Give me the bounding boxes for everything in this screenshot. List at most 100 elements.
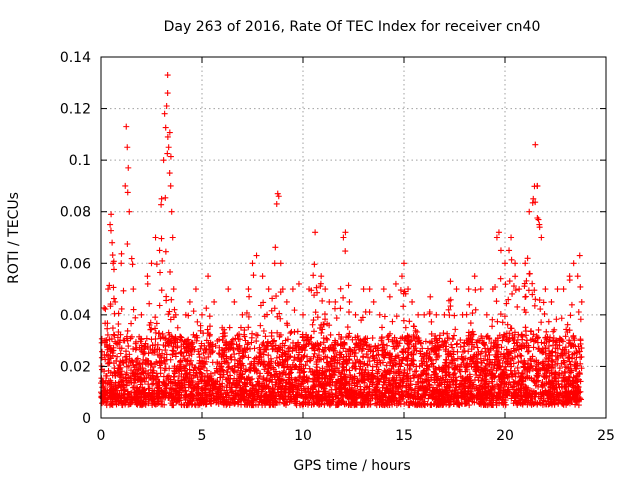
data-point (535, 326, 542, 333)
data-point (560, 286, 567, 293)
data-point (411, 401, 418, 408)
data-point (402, 324, 409, 331)
data-point (353, 400, 360, 407)
data-point (422, 338, 429, 345)
data-point (238, 374, 245, 381)
data-point (130, 345, 137, 352)
data-point (320, 385, 327, 392)
data-point (338, 375, 345, 382)
data-point (249, 375, 256, 382)
data-point (405, 402, 412, 409)
data-point (416, 337, 423, 344)
data-point (168, 379, 175, 386)
data-point (426, 351, 433, 358)
data-point (395, 342, 402, 349)
data-point (314, 314, 321, 321)
data-point (309, 345, 316, 352)
data-point (440, 330, 447, 337)
data-point (167, 356, 174, 363)
data-point (404, 355, 411, 362)
data-point (245, 286, 252, 293)
data-point (515, 386, 522, 393)
x-tick-label: 5 (198, 428, 207, 444)
data-point (386, 370, 393, 377)
data-point (510, 400, 517, 407)
data-point (230, 367, 237, 374)
data-point (211, 395, 218, 402)
data-point (182, 396, 189, 403)
data-point (534, 334, 541, 341)
data-point (205, 330, 212, 337)
data-point (340, 234, 347, 241)
data-point (192, 372, 199, 379)
data-point (466, 371, 473, 378)
data-point (542, 334, 549, 341)
data-point (525, 287, 532, 294)
data-point (399, 389, 406, 396)
data-point (254, 378, 261, 385)
data-point (283, 379, 290, 386)
data-point (322, 344, 329, 351)
data-point (215, 394, 222, 401)
data-point (516, 342, 523, 349)
data-point (498, 344, 505, 351)
data-point (113, 340, 120, 347)
data-point (393, 361, 400, 368)
data-point (152, 401, 159, 408)
data-point (335, 386, 342, 393)
data-point (405, 286, 412, 293)
data-point (330, 396, 337, 403)
data-point (124, 327, 131, 334)
data-point (183, 393, 190, 400)
data-point (209, 387, 216, 394)
data-point (280, 369, 287, 376)
data-point (524, 255, 531, 262)
data-point (466, 402, 473, 409)
data-point (277, 260, 284, 267)
data-point (533, 333, 540, 340)
data-point (164, 133, 171, 140)
data-point (418, 357, 425, 364)
data-point (274, 329, 281, 336)
data-point (223, 339, 230, 346)
data-point (529, 366, 536, 373)
data-point (324, 336, 331, 343)
data-point (313, 361, 320, 368)
data-point (339, 360, 346, 367)
data-point (159, 257, 166, 264)
data-point (428, 338, 435, 345)
data-point (304, 336, 311, 343)
data-point (110, 260, 117, 267)
data-point (225, 364, 232, 371)
data-point (287, 387, 294, 394)
data-point (135, 400, 142, 407)
data-point (499, 337, 506, 344)
data-point (535, 359, 542, 366)
data-point (400, 303, 407, 310)
data-point (477, 369, 484, 376)
data-point (553, 341, 560, 348)
data-point (571, 337, 578, 344)
data-point (199, 311, 205, 318)
data-point (130, 306, 137, 313)
data-point (502, 401, 509, 408)
data-point (133, 366, 140, 373)
data-point (337, 335, 344, 342)
data-point (189, 385, 196, 392)
data-point (524, 348, 531, 355)
data-point (541, 310, 548, 317)
data-point (339, 367, 346, 374)
data-point (351, 373, 358, 380)
data-point (278, 376, 285, 383)
data-point (188, 345, 195, 352)
data-point (216, 344, 223, 351)
data-point (441, 311, 448, 318)
data-point (475, 374, 482, 381)
data-point (245, 354, 252, 361)
data-point (323, 397, 330, 404)
plot-frame (100, 56, 607, 419)
data-point (545, 355, 552, 362)
data-point (486, 336, 493, 343)
data-point (107, 227, 114, 234)
data-point (229, 398, 236, 405)
